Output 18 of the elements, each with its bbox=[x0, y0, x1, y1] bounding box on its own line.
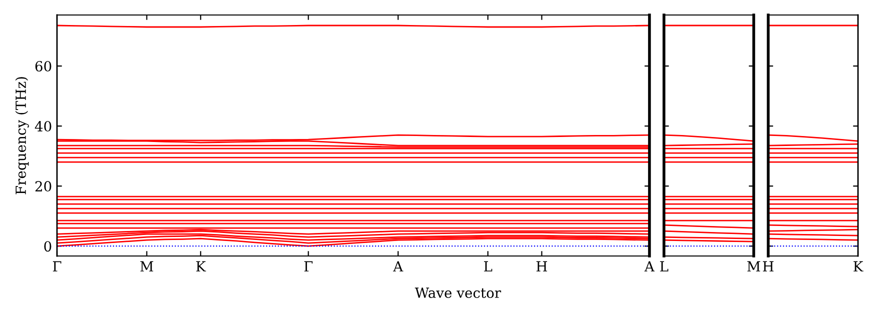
x-tick-label: Γ bbox=[304, 261, 313, 272]
x-tick-label: M bbox=[747, 261, 760, 272]
x-tick-label: L bbox=[660, 261, 668, 272]
y-tick-label: 20 bbox=[35, 181, 52, 192]
x-tick-label: A bbox=[644, 261, 655, 272]
x-tick-label: H bbox=[762, 261, 774, 272]
x-tick-label: K bbox=[196, 261, 206, 272]
x-tick-label: A bbox=[393, 261, 404, 272]
y-axis-title: Frequency (THz) bbox=[15, 77, 29, 194]
y-tick-label: 40 bbox=[34, 121, 52, 132]
x-tick-label: H bbox=[536, 261, 548, 272]
x-tick-label: K bbox=[854, 261, 864, 272]
y-tick-label: 60 bbox=[35, 60, 52, 72]
x-tick-label: L bbox=[484, 261, 492, 272]
x-axis-title: Wave vector bbox=[414, 288, 502, 298]
y-tick-label: 0 bbox=[44, 241, 52, 252]
x-tick-label: M bbox=[140, 261, 154, 272]
x-tick-label: Γ bbox=[52, 261, 62, 272]
